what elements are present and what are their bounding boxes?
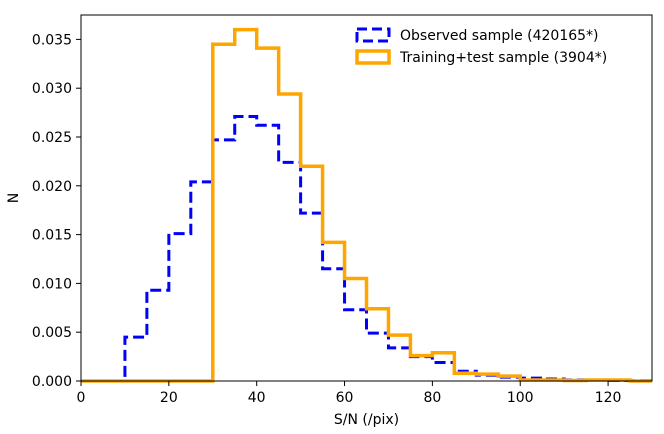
- y-tick-label: 0.035: [32, 32, 72, 48]
- y-axis-label: N: [6, 193, 22, 203]
- legend-swatch-2: [355, 49, 391, 65]
- x-tick-label: 100: [507, 390, 534, 406]
- y-tick-label: 0.000: [32, 374, 72, 390]
- legend-label-2: Training+test sample (3904*): [399, 50, 607, 66]
- y-tick-label: 0.020: [32, 179, 72, 195]
- y-tick-label: 0.005: [32, 325, 72, 341]
- y-tick-label: 0.025: [32, 130, 72, 146]
- x-tick-label: 120: [595, 390, 622, 406]
- x-axis: 0 20 40 60 80 100 120: [77, 381, 622, 406]
- x-axis-label: S/N (/pix): [334, 412, 399, 428]
- x-tick-label: 80: [423, 390, 441, 406]
- x-tick-label: 20: [160, 390, 178, 406]
- x-tick-label: 60: [336, 390, 354, 406]
- x-tick-label: 0: [77, 390, 86, 406]
- y-tick-label: 0.015: [32, 228, 72, 244]
- plot-frame: [80, 14, 653, 382]
- y-tick-label: 0.030: [32, 81, 72, 97]
- legend-swatch-1: [355, 27, 391, 43]
- y-tick-label: 0.010: [32, 276, 72, 292]
- legend-label-1: Observed sample (420165*): [400, 28, 599, 44]
- series-layer: [81, 27, 654, 383]
- series-1-step-line: [81, 115, 654, 383]
- series-2-step-line: [81, 27, 652, 383]
- legend: Observed sample (420165*) Training+test s…: [355, 27, 607, 66]
- x-tick-label: 40: [248, 390, 266, 406]
- y-axis: 0.000 0.005 0.010 0.015 0.020 0.025 0.030 0.035: [32, 32, 81, 390]
